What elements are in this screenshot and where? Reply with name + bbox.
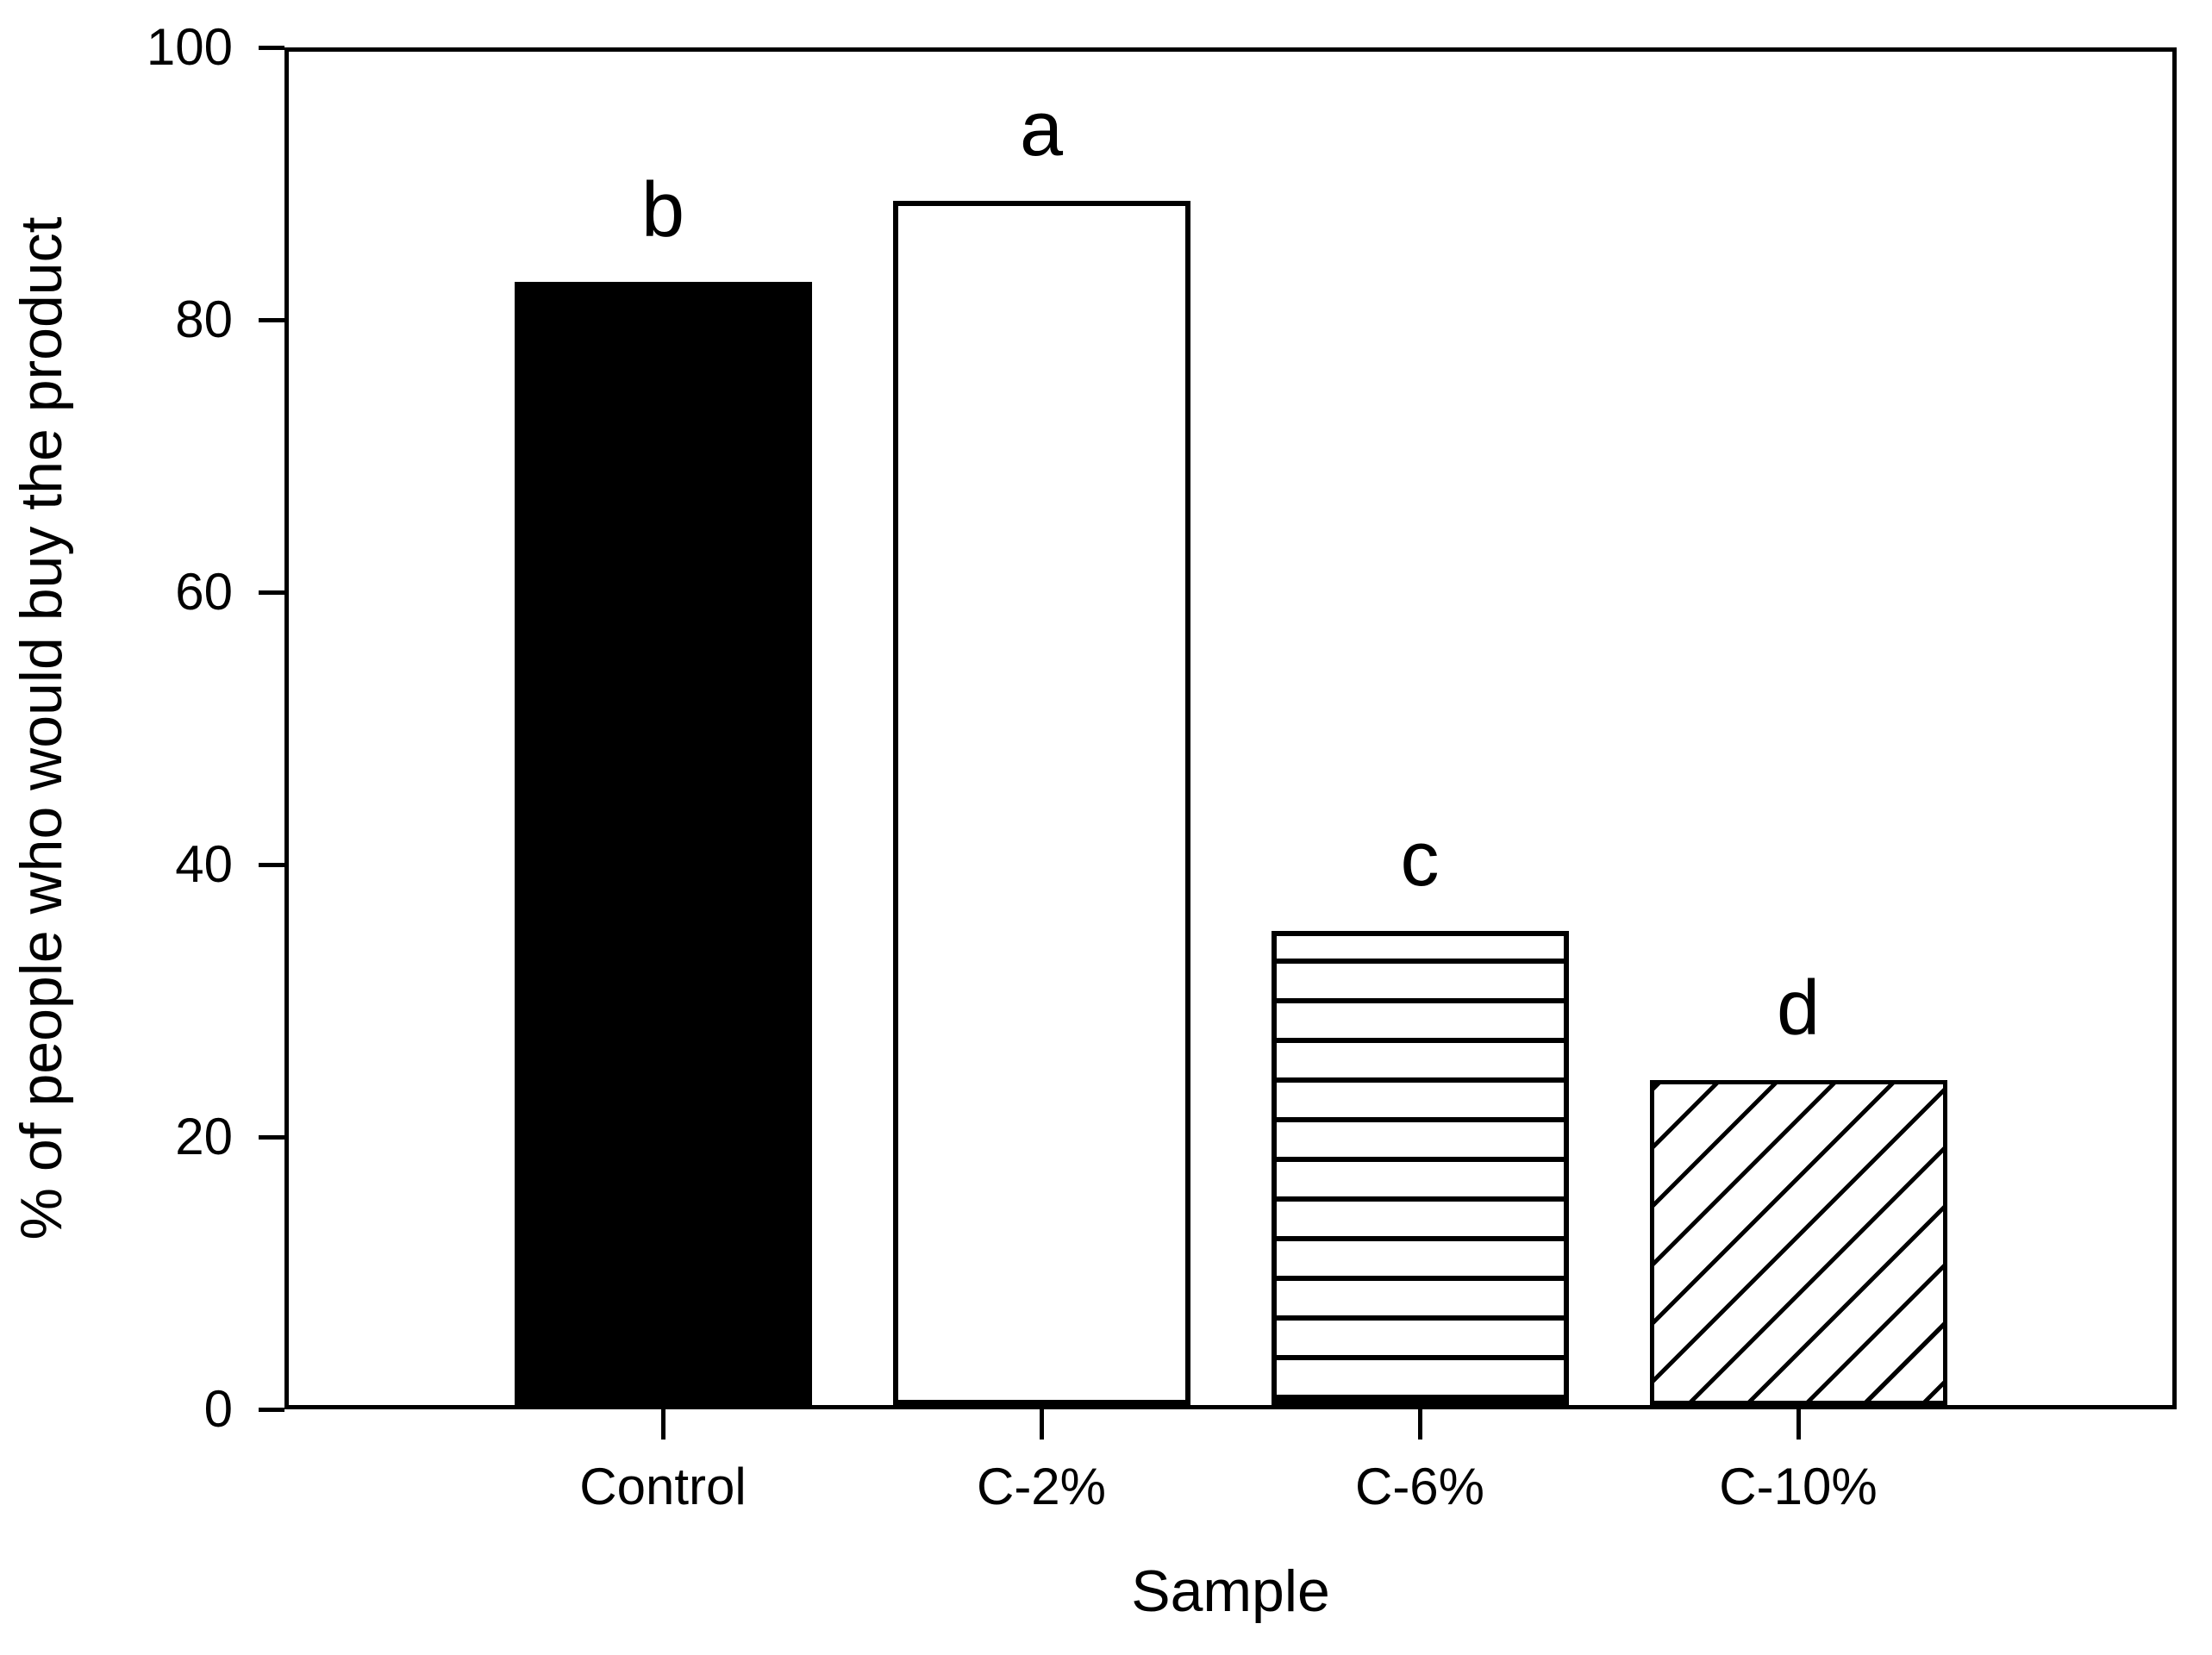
bar-annotation-a: a	[1019, 86, 1064, 172]
x-tick-c-10	[1796, 1409, 1801, 1440]
y-tick-20	[259, 1134, 284, 1140]
plot-area: b a c d	[284, 47, 2177, 1409]
bar-c-6	[1271, 931, 1569, 1405]
y-tick-40	[259, 862, 284, 867]
x-tick-label-c-6: C-6%	[1354, 1458, 1485, 1515]
x-axis-title: Sample	[1131, 1558, 1330, 1624]
bar-annotation-b: b	[640, 167, 685, 253]
y-tick-100	[259, 45, 284, 50]
x-tick-label-control: Control	[579, 1458, 747, 1515]
y-tick-label-100: 100	[146, 18, 233, 76]
y-tick-label-60: 60	[175, 563, 233, 621]
bar-c-10	[1649, 1080, 1947, 1405]
y-tick-80	[259, 317, 284, 322]
y-tick-0	[259, 1407, 284, 1412]
y-tick-label-0: 0	[203, 1380, 233, 1438]
bar-c-2	[892, 201, 1190, 1405]
x-tick-c-2	[1039, 1409, 1044, 1440]
bar-annotation-d: d	[1776, 965, 1821, 1052]
bar-annotation-c: c	[1400, 816, 1440, 902]
y-tick-60	[259, 590, 284, 595]
y-axis-title: % of people who would buy the product	[9, 216, 74, 1240]
y-tick-label-80: 80	[175, 290, 233, 348]
x-tick-label-c-2: C-2%	[976, 1458, 1107, 1515]
x-tick-c-6	[1417, 1409, 1422, 1440]
x-tick-control	[660, 1409, 665, 1440]
bar-control	[514, 282, 812, 1405]
x-tick-label-c-10: C-10%	[1719, 1458, 1878, 1515]
y-tick-label-20: 20	[175, 1108, 233, 1165]
y-tick-label-40: 40	[175, 835, 233, 893]
